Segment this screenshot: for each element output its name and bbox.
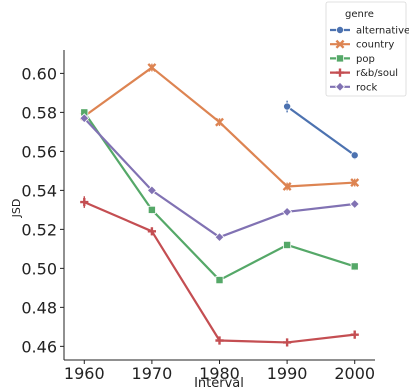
series-alternative [283,100,359,160]
legend-item-r-b-soul: r&b/soul [330,68,398,79]
legend-label: rock [356,82,378,93]
legend-label: alternative [356,26,409,37]
y-tick-label: 0.58 [21,103,57,122]
data-point [215,276,224,285]
legend-swatch-marker [335,54,344,63]
y-tick-label: 0.60 [21,64,57,83]
y-tick-label: 0.48 [21,298,57,317]
data-point [283,240,292,249]
data-point [147,63,157,72]
legend-item-pop: pop [330,54,375,65]
series-line-pop [83,111,356,282]
data-point [79,113,90,124]
x-tick-label: 1980 [199,364,240,383]
data-point [147,205,156,214]
legend-item-country: country [330,40,394,51]
series-line-r-b-soul [83,201,355,344]
data-point [283,102,292,111]
data-point [215,117,224,127]
data-point [282,182,292,191]
legend-items: alternative country pop r&b/soul rock [330,26,409,93]
data-point [80,197,89,207]
series-rock [79,113,360,243]
x-axis-label: Interval [194,376,244,391]
x-tick-label: 1960 [64,364,105,383]
data-point [146,185,157,196]
legend-item-rock: rock [330,81,378,93]
series-r-b-soul [80,196,359,347]
x-tick-label: 1990 [267,364,308,383]
y-axis-ticks: 0.46 0.48 0.50 0.52 0.54 0.56 0.58 0.60 [21,64,64,356]
y-tick-label: 0.46 [21,337,57,356]
x-tick-label: 2000 [334,364,375,383]
legend-title: genre [345,9,374,20]
series-line-alternative [286,105,356,157]
y-tick-label: 0.54 [21,181,57,200]
legend-item-alternative: alternative [330,26,409,37]
series-pop [80,108,359,285]
data-point [349,199,360,209]
legend-swatch-marker [335,25,344,34]
y-axis-label: JSD [10,199,23,219]
data-point [147,227,156,236]
legend-label: r&b/soul [356,68,398,79]
legend-swatch-marker [335,39,345,49]
data-point [215,336,224,345]
x-tick-label: 1970 [132,364,173,383]
data-point [350,151,359,160]
legend: genre alternative country pop r&b/soul rock [325,1,409,97]
y-tick-label: 0.52 [21,220,57,239]
data-point [350,178,360,188]
legend-swatch-marker [335,81,345,92]
data-point [214,232,225,243]
x-axis-ticks: 1960 1970 1980 1990 2000 [64,360,375,383]
data-point [282,206,293,217]
data-point [350,262,359,271]
series-layer [79,63,360,347]
legend-label: country [356,40,394,51]
legend-label: pop [356,54,375,65]
y-tick-label: 0.50 [21,259,57,278]
legend-swatch-marker [335,68,345,77]
data-point [283,338,292,347]
y-tick-label: 0.56 [21,142,57,161]
data-point [350,330,359,339]
